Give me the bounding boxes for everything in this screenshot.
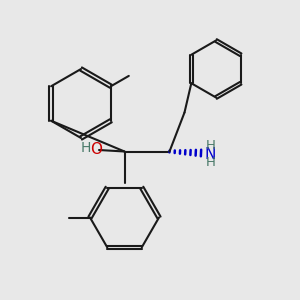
Text: H: H: [80, 142, 91, 155]
Text: N: N: [205, 147, 216, 162]
Text: O: O: [90, 142, 102, 157]
Text: H: H: [206, 139, 215, 152]
Text: H: H: [206, 156, 215, 169]
